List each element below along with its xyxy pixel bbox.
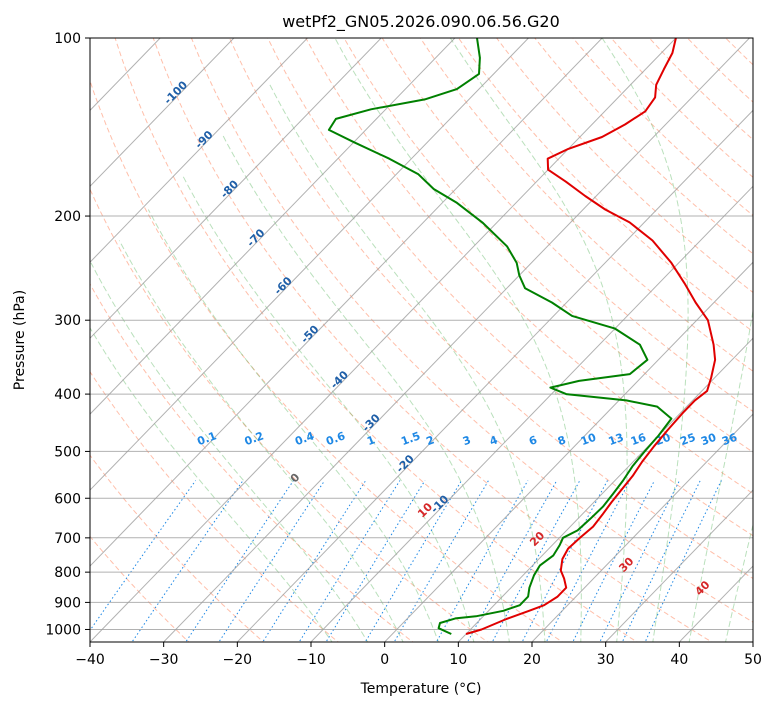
- mixing-ratio-line: [218, 480, 326, 642]
- isotherm-line: [162, 38, 751, 642]
- isotherm-line: [90, 38, 530, 491]
- mixing-ratio-line: [131, 480, 244, 642]
- y-tick-label: 900: [54, 595, 81, 611]
- x-axis-label: Temperature (°C): [360, 681, 482, 697]
- y-tick-label: 100: [54, 31, 81, 47]
- x-tick-label: 30: [597, 652, 615, 668]
- temperature-line: [465, 38, 717, 635]
- x-tick-label: 50: [744, 652, 762, 668]
- mixing-ratio-line: [298, 480, 401, 642]
- dry-adiabat-line: [496, 38, 753, 294]
- y-tick-label: 500: [54, 444, 81, 460]
- mixing-ratio-label: 30: [699, 431, 718, 449]
- isotherm-line: [90, 38, 456, 415]
- x-tick-label: 10: [449, 652, 467, 668]
- moist-adiabat-line: [181, 174, 475, 642]
- moist-adiabat-line: [449, 38, 628, 642]
- dry-adiabat-line: [90, 187, 489, 642]
- mixing-ratio-line: [262, 480, 367, 642]
- mixing-ratio-label: 25: [678, 431, 697, 448]
- isotherm-line: [531, 413, 753, 642]
- y-tick-label: 1000: [45, 622, 81, 638]
- isotherm-line: [604, 489, 753, 642]
- mixing-ratio-line: [644, 480, 722, 642]
- mixing-ratio-line: [90, 480, 197, 632]
- isotherm-line: [90, 38, 235, 188]
- moist-adiabat-line: [688, 307, 753, 642]
- mixing-ratio-label: 0.4: [293, 429, 316, 448]
- x-tick-label: −30: [149, 652, 179, 668]
- mixing-ratio-label: 1.5: [399, 429, 422, 448]
- isotherm-line: [90, 38, 382, 339]
- x-tick-label: −10: [296, 652, 326, 668]
- mixing-ratio-label: 6: [527, 433, 539, 448]
- chart-title: wetPf2_GN05.2026.090.06.56.G20: [282, 12, 560, 32]
- moist-adiabat-line: [269, 84, 546, 642]
- dry-adiabat-line: [343, 38, 753, 453]
- x-tick-label: 20: [523, 652, 541, 668]
- moist-adiabat-line: [90, 326, 333, 642]
- profile-lines: [327, 38, 717, 635]
- isotherm-line: [383, 261, 753, 642]
- isotherm-line: [90, 38, 603, 567]
- x-tick-label: 0: [380, 652, 389, 668]
- mixing-ratio-line: [364, 480, 463, 642]
- mixing-ratio-line: [185, 480, 294, 642]
- mixing-ratio-line: [325, 480, 426, 642]
- mixing-ratio-label: 36: [720, 431, 739, 449]
- moist-adiabat-line: [90, 262, 369, 642]
- isotherm-line: [457, 337, 753, 642]
- dewpoint-line: [327, 38, 673, 635]
- dry-adiabat-line: [381, 38, 753, 413]
- mixing-ratio-line: [393, 480, 489, 642]
- y-tick-label: 200: [54, 209, 81, 225]
- isotherm-line: [310, 185, 753, 642]
- y-tick-label: 400: [54, 387, 81, 403]
- mixing-ratio-label: 2: [424, 433, 436, 448]
- x-tick-label: −20: [223, 652, 253, 668]
- y-tick-label: 700: [54, 531, 81, 547]
- mixing-ratio-line: [545, 480, 631, 642]
- mixing-ratio-label: 4: [488, 433, 500, 448]
- x-tick-label: −40: [75, 652, 105, 668]
- mixing-ratio-line: [599, 480, 680, 642]
- mixing-ratio-label: 0.2: [243, 429, 266, 448]
- moist-adiabat-line: [334, 38, 582, 642]
- moist-adiabat-line: [118, 240, 404, 642]
- mixing-ratio-label: 13: [607, 431, 626, 448]
- mixing-ratio-lines: [90, 480, 722, 642]
- mixing-ratio-label: 0.6: [324, 429, 347, 448]
- y-axis-label: Pressure (hPa): [12, 290, 28, 390]
- dry-adiabat-line: [267, 38, 753, 537]
- isotherm-line: [90, 38, 677, 642]
- isotherm-line: [90, 38, 309, 263]
- mixing-ratio-label: 1: [365, 433, 377, 448]
- mixing-ratio-line: [621, 480, 701, 642]
- mixing-ratio-label: 16: [629, 431, 648, 449]
- mixing-ratio-line: [572, 480, 655, 642]
- y-tick-label: 600: [54, 491, 81, 507]
- y-tick-label: 800: [54, 565, 81, 581]
- moist-adiabat-line: [147, 209, 440, 642]
- mixing-ratio-line: [521, 480, 608, 642]
- plot-frame: [89, 37, 754, 643]
- isotherms: [90, 38, 753, 642]
- x-tick-label: 40: [670, 652, 688, 668]
- mixing-ratio-label: 3: [461, 433, 473, 448]
- mixing-ratio-label: 10: [579, 431, 598, 449]
- pressure-gridlines: [90, 38, 753, 630]
- isotherm-line: [236, 109, 753, 642]
- moist-adiabat-line: [221, 133, 510, 642]
- dry-adiabat-line: [458, 38, 753, 333]
- y-tick-label: 300: [54, 313, 81, 329]
- mixing-ratio-label: 8: [556, 433, 568, 448]
- axes: −40 −30 −20 −10 0 10 20 30 40 5010020030040050060…: [45, 31, 762, 668]
- mixing-ratio-label: 0.1: [195, 429, 218, 448]
